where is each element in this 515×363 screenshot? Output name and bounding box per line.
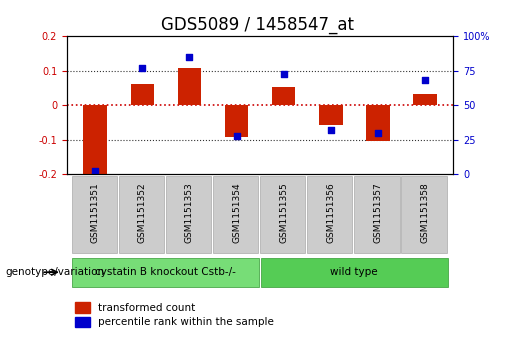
Bar xyxy=(366,105,390,142)
Point xyxy=(374,130,382,136)
FancyBboxPatch shape xyxy=(72,258,259,287)
FancyBboxPatch shape xyxy=(261,258,449,287)
Bar xyxy=(130,84,154,105)
Text: GSM1151354: GSM1151354 xyxy=(232,182,241,243)
FancyBboxPatch shape xyxy=(72,176,117,253)
Text: GSM1151357: GSM1151357 xyxy=(373,182,382,243)
Point xyxy=(280,71,288,77)
Point xyxy=(421,78,429,83)
Bar xyxy=(413,94,437,105)
Point xyxy=(185,54,194,60)
FancyBboxPatch shape xyxy=(166,176,211,253)
Bar xyxy=(75,302,90,313)
Text: percentile rank within the sample: percentile rank within the sample xyxy=(98,317,274,327)
Point xyxy=(138,65,146,71)
Text: genotype/variation: genotype/variation xyxy=(5,267,104,277)
FancyBboxPatch shape xyxy=(260,176,305,253)
FancyBboxPatch shape xyxy=(307,176,352,253)
Bar xyxy=(225,105,248,137)
FancyBboxPatch shape xyxy=(213,176,258,253)
Text: GSM1151351: GSM1151351 xyxy=(91,182,100,243)
FancyBboxPatch shape xyxy=(119,176,164,253)
Text: transformed count: transformed count xyxy=(98,303,195,313)
Text: GSM1151353: GSM1151353 xyxy=(185,182,194,243)
Text: GSM1151355: GSM1151355 xyxy=(279,182,288,243)
Bar xyxy=(83,105,107,179)
Point xyxy=(327,127,335,133)
Text: GSM1151358: GSM1151358 xyxy=(420,182,430,243)
Point xyxy=(91,168,99,174)
Text: cystatin B knockout Cstb-/-: cystatin B knockout Cstb-/- xyxy=(95,267,236,277)
Text: wild type: wild type xyxy=(331,267,378,277)
Bar xyxy=(272,87,296,105)
Point xyxy=(232,133,241,139)
FancyBboxPatch shape xyxy=(401,176,447,253)
Text: GSM1151356: GSM1151356 xyxy=(326,182,335,243)
Bar xyxy=(75,317,90,327)
Text: GSM1151352: GSM1151352 xyxy=(138,182,147,243)
FancyBboxPatch shape xyxy=(354,176,400,253)
Bar xyxy=(319,105,342,125)
Text: GDS5089 / 1458547_at: GDS5089 / 1458547_at xyxy=(161,16,354,34)
Bar xyxy=(178,68,201,105)
